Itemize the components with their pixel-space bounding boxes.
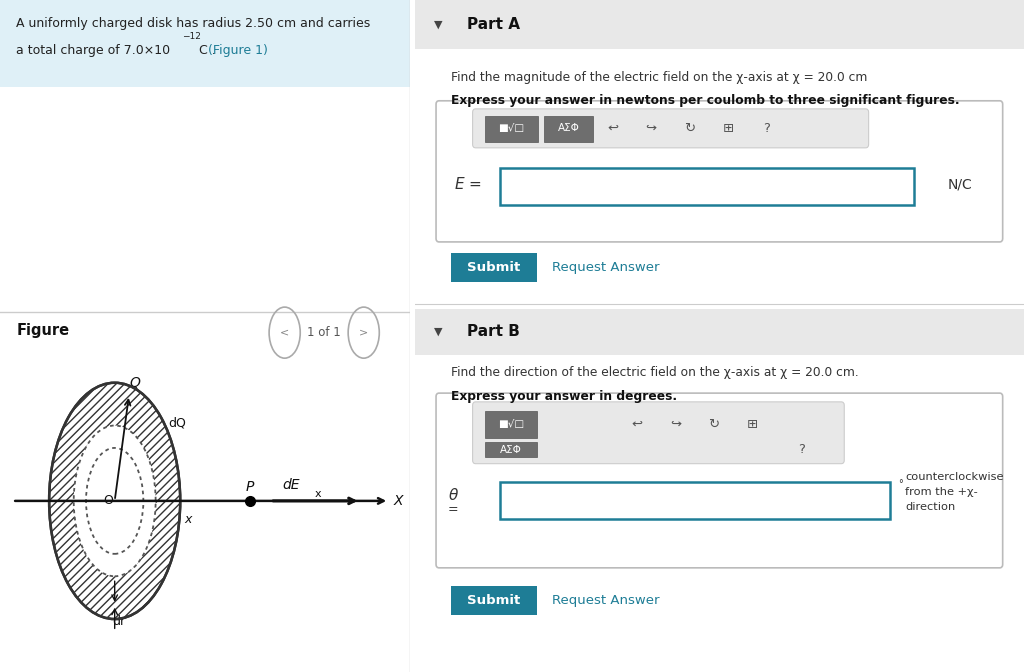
Text: <: < <box>280 328 290 337</box>
Text: R: R <box>99 442 110 454</box>
Text: O: O <box>103 495 114 507</box>
Text: dr: dr <box>113 615 125 628</box>
Text: Part A: Part A <box>467 17 519 32</box>
Text: A uniformly charged disk has radius 2.50 cm and carries: A uniformly charged disk has radius 2.50… <box>16 17 371 30</box>
FancyBboxPatch shape <box>473 109 868 148</box>
Text: >: > <box>359 328 369 337</box>
Text: ↩: ↩ <box>607 122 618 135</box>
Ellipse shape <box>49 383 180 619</box>
FancyBboxPatch shape <box>484 411 537 438</box>
Text: N/C: N/C <box>948 177 973 191</box>
Text: °: ° <box>898 479 902 489</box>
Text: Find the direction of the electric field on the χ-axis at χ = 20.0 cm.: Find the direction of the electric field… <box>452 366 859 379</box>
FancyBboxPatch shape <box>484 116 539 142</box>
FancyBboxPatch shape <box>415 0 1024 49</box>
FancyBboxPatch shape <box>452 586 537 615</box>
Text: ↻: ↻ <box>684 122 695 135</box>
Text: counterclockwise
from the +χ-
direction: counterclockwise from the +χ- direction <box>905 472 1004 511</box>
Text: Request Answer: Request Answer <box>552 261 659 274</box>
Text: C .: C . <box>195 44 215 56</box>
FancyBboxPatch shape <box>473 402 844 464</box>
Text: ⊞: ⊞ <box>746 417 758 431</box>
Text: Express your answer in newtons per coulomb to three significant figures.: Express your answer in newtons per coulo… <box>452 94 959 107</box>
Text: ↻: ↻ <box>709 417 720 431</box>
Ellipse shape <box>74 425 156 577</box>
FancyBboxPatch shape <box>415 309 1024 355</box>
Text: P: P <box>246 480 254 494</box>
Text: Find the magnitude of the electric field on the χ-axis at χ = 20.0 cm: Find the magnitude of the electric field… <box>452 71 867 83</box>
Ellipse shape <box>86 448 143 554</box>
Text: ▼: ▼ <box>433 327 442 337</box>
Text: ⊞: ⊞ <box>722 122 733 135</box>
FancyBboxPatch shape <box>545 116 593 142</box>
Text: Submit: Submit <box>467 593 520 607</box>
Text: AΣΦ: AΣΦ <box>500 445 522 454</box>
Text: 1 of 1: 1 of 1 <box>307 326 340 339</box>
Text: ?: ? <box>798 443 805 456</box>
Text: $\theta$: $\theta$ <box>447 487 459 503</box>
Text: dQ: dQ <box>168 417 185 430</box>
FancyBboxPatch shape <box>0 0 410 87</box>
FancyBboxPatch shape <box>436 101 1002 242</box>
Text: ↩: ↩ <box>632 417 643 431</box>
Text: ?: ? <box>763 122 770 135</box>
Text: dE: dE <box>282 478 300 493</box>
FancyBboxPatch shape <box>500 168 914 205</box>
FancyBboxPatch shape <box>500 482 890 519</box>
Text: Express your answer in degrees.: Express your answer in degrees. <box>452 390 678 403</box>
Text: −12: −12 <box>182 32 201 40</box>
Text: $E$ =: $E$ = <box>455 176 482 192</box>
Text: AΣΦ: AΣΦ <box>558 124 580 133</box>
FancyBboxPatch shape <box>452 253 537 282</box>
Text: Request Answer: Request Answer <box>552 593 659 607</box>
Text: Figure: Figure <box>16 323 70 337</box>
Text: Q: Q <box>130 376 140 390</box>
Text: (Figure 1): (Figure 1) <box>208 44 267 56</box>
Text: r: r <box>93 543 99 556</box>
Text: Part B: Part B <box>467 325 519 339</box>
Text: a total charge of 7.0×10: a total charge of 7.0×10 <box>16 44 171 56</box>
FancyBboxPatch shape <box>484 442 537 457</box>
FancyBboxPatch shape <box>436 393 1002 568</box>
Text: ■√□: ■√□ <box>498 419 524 429</box>
Text: Submit: Submit <box>467 261 520 274</box>
Text: x: x <box>184 513 191 526</box>
Text: ▼: ▼ <box>433 19 442 30</box>
Text: x: x <box>314 489 322 499</box>
Text: =: = <box>447 503 459 516</box>
Text: X: X <box>393 494 402 508</box>
Text: ↪: ↪ <box>670 417 681 431</box>
Text: ↪: ↪ <box>645 122 656 135</box>
Text: ■√□: ■√□ <box>499 124 524 133</box>
